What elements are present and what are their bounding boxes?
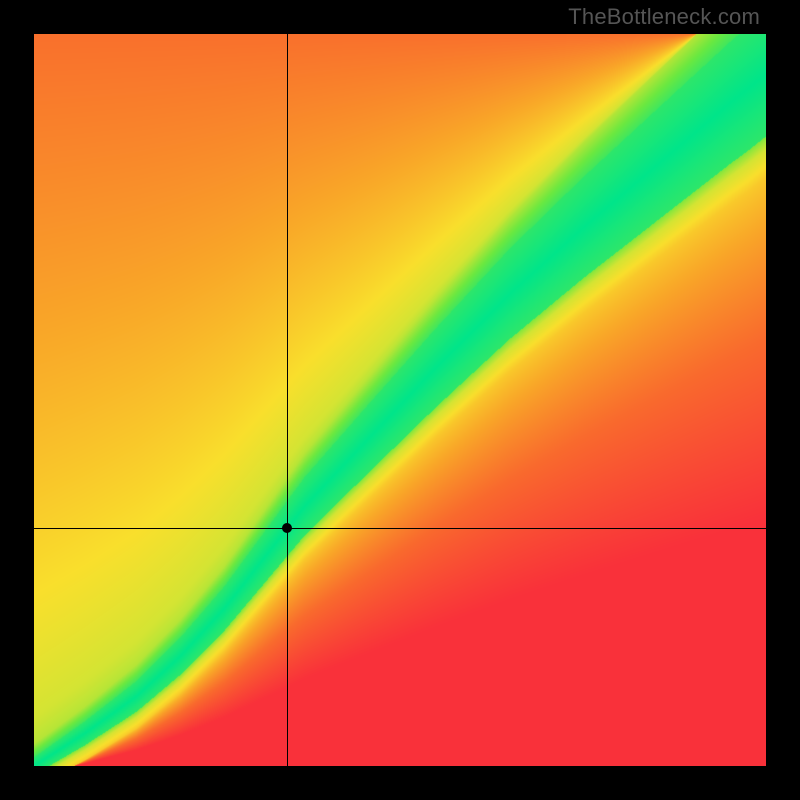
heatmap-canvas [34, 34, 766, 766]
crosshair-horizontal [34, 528, 766, 529]
crosshair-marker [282, 523, 292, 533]
watermark-text: TheBottleneck.com [568, 4, 760, 30]
plot-area [34, 34, 766, 766]
crosshair-vertical [287, 34, 288, 766]
